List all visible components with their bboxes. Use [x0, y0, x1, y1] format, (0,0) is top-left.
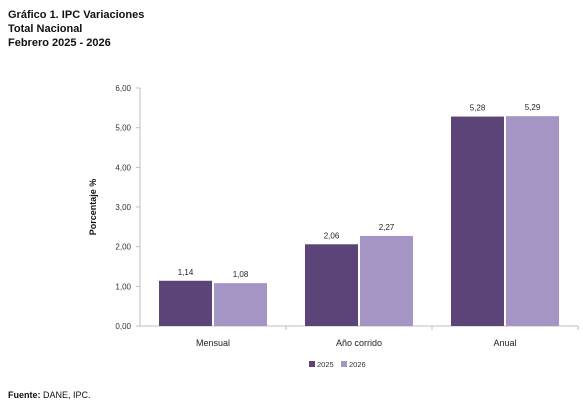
legend-label-2026: 2026	[349, 360, 366, 369]
source-label: Fuente:	[8, 390, 41, 400]
data-label-2026-1: 2,27	[379, 223, 395, 232]
y-axis-title: Porcentaje %	[88, 179, 98, 236]
y-tick-label: 4,00	[115, 163, 131, 172]
data-label-2025-1: 2,06	[324, 231, 340, 240]
y-tick-label: 3,00	[115, 203, 131, 212]
data-label-2026-0: 1,08	[233, 270, 249, 279]
bar-2025-0	[159, 280, 212, 326]
bar-2026-2	[506, 116, 559, 326]
data-label-2025-0: 1,14	[178, 268, 194, 277]
x-tick-label: Anual	[493, 338, 516, 348]
legend-swatch-2025	[309, 361, 315, 367]
y-tick-label: 5,00	[115, 124, 131, 133]
chart-title: Gráfico 1. IPC Variaciones	[8, 9, 145, 21]
data-label-2026-2: 5,29	[525, 103, 541, 112]
chart-period: Febrero 2025 - 2026	[8, 37, 111, 49]
data-label-2025-2: 5,28	[470, 104, 486, 113]
legend-swatch-2026	[341, 361, 347, 367]
source-note: Fuente: DANE, IPC.	[8, 390, 91, 401]
chart-subtitle: Total Nacional	[8, 23, 83, 35]
chart-titles: Gráfico 1. IPC Variaciones Total Naciona…	[8, 8, 144, 50]
y-tick-label: 0,00	[115, 322, 131, 331]
x-tick-label: Año corrido	[336, 338, 382, 348]
bar-2025-2	[451, 116, 504, 326]
x-tick-label: Mensual	[196, 338, 230, 348]
bar-2026-1	[360, 235, 413, 326]
source-text: DANE, IPC.	[43, 390, 91, 400]
y-tick-label: 1,00	[115, 282, 131, 291]
y-tick-label: 2,00	[115, 243, 131, 252]
bar-2026-0	[214, 283, 267, 326]
y-tick-label: 6,00	[115, 84, 131, 93]
legend-label-2025: 2025	[317, 360, 334, 369]
bar-2025-1	[305, 244, 358, 326]
